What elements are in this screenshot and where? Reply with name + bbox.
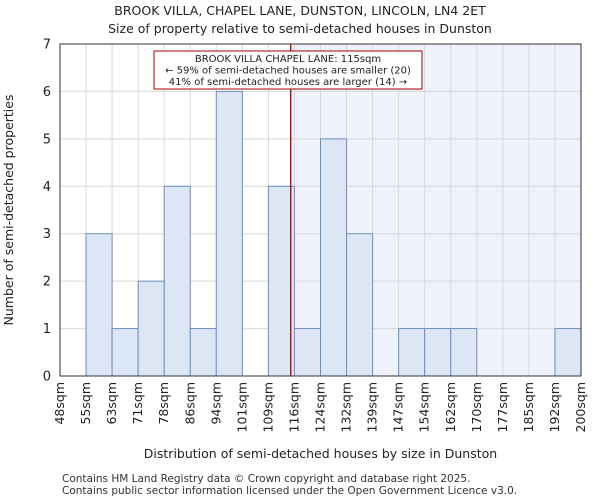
y-tick-label: 7 xyxy=(43,38,51,53)
y-tick-label: 2 xyxy=(43,275,51,290)
footer-copyright: Contains HM Land Registry data © Crown c… xyxy=(62,473,471,485)
histogram-bar xyxy=(189,328,217,377)
y-tick-label: 5 xyxy=(43,132,51,147)
x-tick-label: 192sqm xyxy=(547,382,562,432)
x-tick-label: 101sqm xyxy=(234,382,249,432)
histogram-bar xyxy=(346,233,374,377)
y-axis-label: Number of semi-detached properties xyxy=(1,95,16,326)
histogram-bar xyxy=(111,328,139,377)
annotation-line: 41% of semi-detached houses are larger (… xyxy=(169,77,407,88)
x-tick-label: 170sqm xyxy=(469,382,484,432)
histogram-bar xyxy=(398,328,426,377)
annotation-line: BROOK VILLA CHAPEL LANE: 115sqm xyxy=(195,54,381,65)
footer-licence: Contains public sector information licen… xyxy=(62,485,518,497)
histogram-chart: 0 1 2 3 4 5 6 7 48sqm 55sqm 63sqm 71sqm 78sqm 86sqm 94… xyxy=(1,38,588,462)
x-tick-label: 124sqm xyxy=(313,382,328,432)
chart-title: BROOK VILLA, CHAPEL LANE, DUNSTON, LINCO… xyxy=(114,3,486,18)
x-tick-label: 63sqm xyxy=(104,382,119,425)
annotation-box xyxy=(153,50,423,90)
histogram-bar xyxy=(137,280,165,377)
x-tick-label: 177sqm xyxy=(495,382,510,432)
y-tick-label: 4 xyxy=(43,180,51,195)
x-axis-label: Distribution of semi-detached houses by … xyxy=(144,446,497,461)
x-tick-label: 78sqm xyxy=(156,382,171,425)
chart-subtitle: Size of property relative to semi-detach… xyxy=(108,21,492,36)
histogram-bar xyxy=(424,328,452,377)
x-tick-label: 147sqm xyxy=(391,382,406,432)
x-tick-label: 109sqm xyxy=(260,382,275,432)
histogram-bar xyxy=(554,328,582,377)
x-tick-label: 48sqm xyxy=(52,382,67,425)
x-tick-label: 116sqm xyxy=(286,382,301,432)
x-tick-label: 132sqm xyxy=(339,382,354,432)
histogram-bar xyxy=(450,328,478,377)
x-tick-label: 154sqm xyxy=(417,382,432,432)
histogram-bar xyxy=(163,185,191,377)
histogram-bar xyxy=(293,328,322,377)
x-tick-label: 94sqm xyxy=(208,382,223,425)
y-tick-label: 6 xyxy=(43,85,51,100)
plot-frame xyxy=(59,43,582,377)
y-tick-label: 0 xyxy=(43,370,51,385)
y-tick-label: 3 xyxy=(43,227,51,242)
y-tick-label: 1 xyxy=(43,322,51,337)
histogram-bar xyxy=(85,233,113,377)
x-tick-label: 200sqm xyxy=(573,382,588,432)
x-tick-label: 86sqm xyxy=(182,382,197,425)
histogram-bar xyxy=(320,138,348,377)
annotation-line: ← 59% of semi-detached houses are smalle… xyxy=(165,66,411,77)
histogram-bar xyxy=(215,90,243,377)
x-tick-label: 139sqm xyxy=(365,382,380,432)
x-tick-label: 185sqm xyxy=(521,382,536,432)
x-tick-label: 55sqm xyxy=(78,382,93,425)
x-tick-label: 162sqm xyxy=(443,382,458,432)
x-tick-label: 71sqm xyxy=(130,382,145,425)
